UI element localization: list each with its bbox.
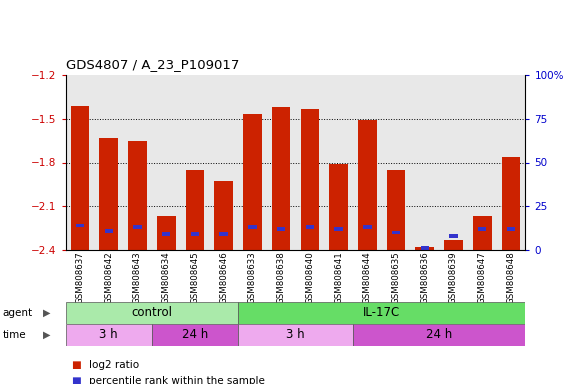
Text: ▶: ▶ xyxy=(43,308,51,318)
Text: time: time xyxy=(3,330,26,340)
Bar xyxy=(248,225,256,229)
Bar xyxy=(501,157,520,250)
Bar xyxy=(104,229,113,233)
Text: log2 ratio: log2 ratio xyxy=(89,360,139,370)
Text: 24 h: 24 h xyxy=(182,328,208,341)
Bar xyxy=(387,170,405,250)
Bar xyxy=(133,225,142,229)
Bar xyxy=(300,109,319,250)
Bar xyxy=(277,227,286,231)
Bar xyxy=(76,223,85,227)
Text: ▶: ▶ xyxy=(43,330,51,340)
Text: IL-17C: IL-17C xyxy=(363,306,400,319)
Bar xyxy=(506,227,515,231)
Bar xyxy=(335,227,343,231)
Bar xyxy=(157,217,175,250)
Bar xyxy=(219,232,228,236)
Text: percentile rank within the sample: percentile rank within the sample xyxy=(89,376,264,384)
Bar xyxy=(238,324,353,346)
Bar xyxy=(66,324,152,346)
Text: 24 h: 24 h xyxy=(426,328,452,341)
Text: ■: ■ xyxy=(71,376,81,384)
Bar xyxy=(363,225,372,229)
Text: ■: ■ xyxy=(71,360,81,370)
Text: agent: agent xyxy=(3,308,33,318)
Bar xyxy=(444,240,463,250)
Bar xyxy=(238,302,525,324)
Bar xyxy=(128,141,147,250)
Bar xyxy=(191,232,199,236)
Text: control: control xyxy=(131,306,172,319)
Bar xyxy=(392,230,400,234)
Bar xyxy=(329,164,348,250)
Bar xyxy=(99,138,118,250)
Bar xyxy=(243,114,262,250)
Bar xyxy=(272,107,291,250)
Text: GDS4807 / A_23_P109017: GDS4807 / A_23_P109017 xyxy=(66,58,239,71)
Bar xyxy=(416,247,434,250)
Text: 3 h: 3 h xyxy=(99,328,118,341)
Bar xyxy=(473,217,492,250)
Bar xyxy=(449,234,458,238)
Bar xyxy=(353,324,525,346)
Bar xyxy=(478,227,486,231)
Bar xyxy=(358,120,377,250)
Bar xyxy=(162,232,170,236)
Bar xyxy=(421,246,429,250)
Bar xyxy=(152,324,238,346)
Bar xyxy=(305,225,314,229)
Bar xyxy=(66,302,238,324)
Bar xyxy=(186,170,204,250)
Bar xyxy=(214,182,233,250)
Bar xyxy=(71,106,90,250)
Text: 3 h: 3 h xyxy=(286,328,305,341)
